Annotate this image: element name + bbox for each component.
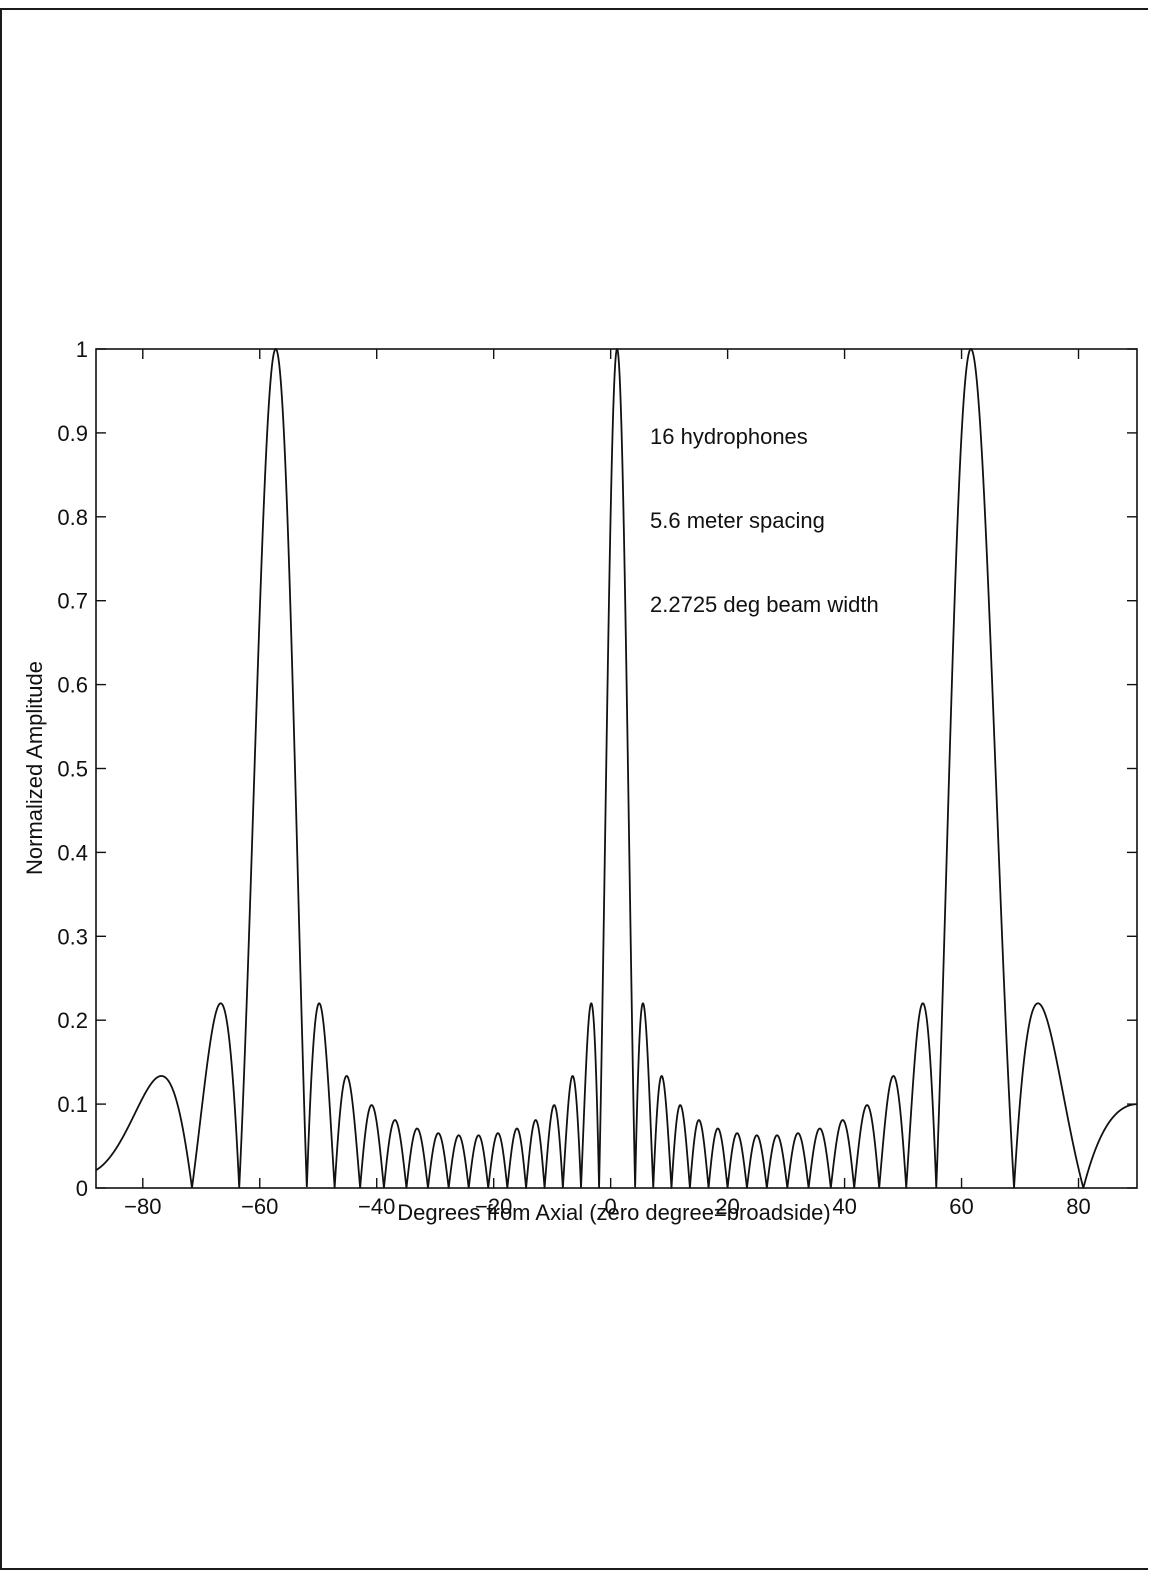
y-tick-label: 0.5 [57, 757, 88, 782]
x-tick-label: 40 [832, 1194, 856, 1219]
y-tick-label: 0.9 [57, 421, 88, 446]
page-frame [0, 8, 1148, 1570]
y-tick-label: 0.3 [57, 924, 88, 949]
x-axis-title: Degrees from Axial (zero degree=broadsid… [397, 1200, 831, 1225]
x-tick-label: 80 [1066, 1194, 1090, 1219]
y-tick-label: 1 [76, 337, 88, 362]
x-tick-label: 60 [949, 1194, 973, 1219]
y-tick-label: 0 [76, 1176, 88, 1201]
y-tick-label: 0.8 [57, 505, 88, 530]
y-axis-ticks: 0 0.1 0.2 0.3 0.4 0.5 0.6 0.7 0.8 0.9 1 [57, 337, 1137, 1201]
x-tick-label: −60 [241, 1194, 278, 1219]
y-tick-label: 0.2 [57, 1008, 88, 1033]
y-tick-label: 0.4 [57, 840, 88, 865]
y-tick-label: 0.7 [57, 589, 88, 614]
x-tick-label: 0 [605, 1194, 617, 1219]
series-line-beam-pattern [95, 348, 1138, 1189]
y-axis-title: Normalized Amplitude [22, 661, 47, 875]
x-axis-ticks: −80 −60 −40 −20 0 20 40 60 80 [124, 349, 1091, 1219]
x-tick-label: 20 [715, 1194, 739, 1219]
y-tick-label: 0.6 [57, 673, 88, 698]
annotation-spacing: 5.6 meter spacing [650, 508, 825, 533]
x-tick-label: −80 [124, 1194, 161, 1219]
x-tick-label: −40 [358, 1194, 395, 1219]
annotation-beam-width: 2.2725 deg beam width [650, 592, 879, 617]
y-tick-label: 0.1 [57, 1092, 88, 1117]
annotation-hydrophone-count: 16 hydrophones [650, 424, 808, 449]
x-tick-label: −20 [475, 1194, 512, 1219]
plot-area-frame [95, 348, 1138, 1189]
